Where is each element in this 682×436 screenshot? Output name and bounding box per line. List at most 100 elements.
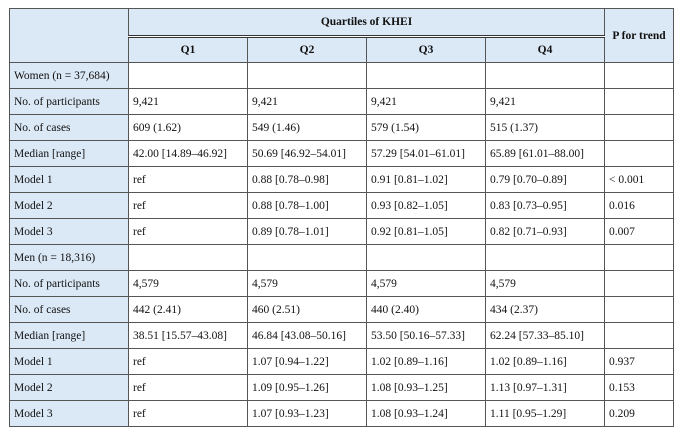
table-row: No. of cases 442 (2.41) 460 (2.51) 440 (2.4… bbox=[9, 296, 674, 323]
table-row: Women (n = 37,684) bbox=[9, 62, 674, 89]
data-cell bbox=[128, 62, 248, 89]
p-cell bbox=[604, 114, 674, 141]
data-cell: 0.83 [0.73–0.95] bbox=[485, 192, 605, 219]
row-label: Model 3 bbox=[9, 400, 129, 427]
data-cell: ref bbox=[128, 166, 248, 193]
p-cell: 0.016 bbox=[604, 192, 674, 219]
row-label: Median [range] bbox=[9, 140, 129, 167]
data-cell: 9,421 bbox=[247, 88, 367, 115]
p-cell: 0.153 bbox=[604, 374, 674, 401]
p-cell: 0.937 bbox=[604, 348, 674, 375]
quartile-header: Q2 bbox=[247, 36, 367, 63]
row-label: No. of cases bbox=[9, 296, 129, 323]
data-cell: 4,579 bbox=[366, 270, 486, 297]
p-cell: < 0.001 bbox=[604, 166, 674, 193]
data-cell: 0.88 [0.78–1.00] bbox=[247, 192, 367, 219]
data-cell: 1.08 [0.93–1.25] bbox=[366, 374, 486, 401]
table-row: Median [range] 38.51 [15.57–43.08] 46.84 [… bbox=[9, 322, 674, 349]
table-row: Median [range] 42.00 [14.89–46.92] 50.69 [… bbox=[9, 140, 674, 167]
data-cell: 440 (2.40) bbox=[366, 296, 486, 323]
data-cell: 53.50 [50.16–57.33] bbox=[366, 322, 486, 349]
data-cell: 9,421 bbox=[128, 88, 248, 115]
data-cell bbox=[485, 62, 605, 89]
table-row: Men (n = 18,316) bbox=[9, 244, 674, 271]
p-cell bbox=[604, 62, 674, 89]
data-cell: 4,579 bbox=[247, 270, 367, 297]
data-cell: 4,579 bbox=[128, 270, 248, 297]
data-cell bbox=[366, 62, 486, 89]
data-cell: 57.29 [54.01–61.01] bbox=[366, 140, 486, 167]
p-header: P for trend bbox=[604, 8, 674, 63]
data-cell bbox=[247, 62, 367, 89]
p-cell bbox=[604, 244, 674, 271]
row-label: Men (n = 18,316) bbox=[9, 244, 129, 271]
data-cell: 1.07 [0.93–1.23] bbox=[247, 400, 367, 427]
table-row: No. of participants 4,579 4,579 4,579 4,579 bbox=[9, 270, 674, 297]
data-cell: ref bbox=[128, 374, 248, 401]
data-cell: 65.89 [61.01–88.00] bbox=[485, 140, 605, 167]
data-cell: 4,579 bbox=[485, 270, 605, 297]
p-cell: 0.007 bbox=[604, 218, 674, 245]
data-cell: 1.02 [0.89–1.16] bbox=[485, 348, 605, 375]
quartile-header: Q4 bbox=[485, 36, 605, 63]
data-cell: 0.91 [0.81–1.02] bbox=[366, 166, 486, 193]
data-cell: 1.02 [0.89–1.16] bbox=[366, 348, 486, 375]
table-row: No. of participants 9,421 9,421 9,421 9,421 bbox=[9, 88, 674, 115]
p-cell bbox=[604, 296, 674, 323]
row-label: Model 1 bbox=[9, 166, 129, 193]
data-cell: ref bbox=[128, 218, 248, 245]
data-cell: 1.09 [0.95–1.26] bbox=[247, 374, 367, 401]
row-label: Women (n = 37,684) bbox=[9, 62, 129, 89]
row-label: Median [range] bbox=[9, 322, 129, 349]
p-cell bbox=[604, 270, 674, 297]
table-row: Model 2 ref 1.09 [0.95–1.26] 1.08 [0.93–1.2… bbox=[9, 374, 674, 401]
quartile-header: Q3 bbox=[366, 36, 486, 63]
group-header: Quartiles of KHEI bbox=[128, 8, 605, 38]
table-row: Model 1 ref 1.07 [0.94–1.22] 1.02 [0.89–1.1… bbox=[9, 348, 674, 375]
corner-cell bbox=[9, 8, 129, 63]
table-row: Model 3 ref 0.89 [0.78–1.01] 0.92 [0.81–1.0… bbox=[9, 218, 674, 245]
data-cell: 62.24 [57.33–85.10] bbox=[485, 322, 605, 349]
data-cell: 579 (1.54) bbox=[366, 114, 486, 141]
row-label: Model 2 bbox=[9, 192, 129, 219]
data-cell bbox=[485, 244, 605, 271]
row-label: Model 1 bbox=[9, 348, 129, 375]
row-label: Model 3 bbox=[9, 218, 129, 245]
p-cell bbox=[604, 322, 674, 349]
data-cell bbox=[366, 244, 486, 271]
data-cell: 0.89 [0.78–1.01] bbox=[247, 218, 367, 245]
data-cell: 9,421 bbox=[485, 88, 605, 115]
p-cell: 0.209 bbox=[604, 400, 674, 427]
data-cell: 46.84 [43.08–50.16] bbox=[247, 322, 367, 349]
row-label: No. of participants bbox=[9, 270, 129, 297]
p-cell bbox=[604, 140, 674, 167]
row-label: No. of cases bbox=[9, 114, 129, 141]
data-cell: 0.79 [0.70–0.89] bbox=[485, 166, 605, 193]
p-cell bbox=[604, 88, 674, 115]
table-row: No. of cases 609 (1.62) 549 (1.46) 579 (1.5… bbox=[9, 114, 674, 141]
row-label: Model 2 bbox=[9, 374, 129, 401]
data-cell: 460 (2.51) bbox=[247, 296, 367, 323]
data-cell: ref bbox=[128, 348, 248, 375]
data-cell: 0.93 [0.82–1.05] bbox=[366, 192, 486, 219]
data-cell: 1.07 [0.94–1.22] bbox=[247, 348, 367, 375]
data-cell: 0.82 [0.71–0.93] bbox=[485, 218, 605, 245]
data-cell: 50.69 [46.92–54.01] bbox=[247, 140, 367, 167]
data-cell bbox=[247, 244, 367, 271]
data-cell: 515 (1.37) bbox=[485, 114, 605, 141]
data-cell: 1.11 [0.95–1.29] bbox=[485, 400, 605, 427]
data-cell: 1.13 [0.97–1.31] bbox=[485, 374, 605, 401]
row-label: No. of participants bbox=[9, 88, 129, 115]
results-table: Quartiles of KHEI P for trend Q1 Q2 Q3 Q4 W… bbox=[9, 8, 674, 427]
data-cell: 9,421 bbox=[366, 88, 486, 115]
data-cell bbox=[128, 244, 248, 271]
data-cell: 0.88 [0.78–0.98] bbox=[247, 166, 367, 193]
data-cell: 609 (1.62) bbox=[128, 114, 248, 141]
data-cell: 1.08 [0.93–1.24] bbox=[366, 400, 486, 427]
data-cell: 42.00 [14.89–46.92] bbox=[128, 140, 248, 167]
data-cell: 38.51 [15.57–43.08] bbox=[128, 322, 248, 349]
table-row: Model 2 ref 0.88 [0.78–1.00] 0.93 [0.82–1.0… bbox=[9, 192, 674, 219]
data-cell: ref bbox=[128, 192, 248, 219]
data-cell: 442 (2.41) bbox=[128, 296, 248, 323]
